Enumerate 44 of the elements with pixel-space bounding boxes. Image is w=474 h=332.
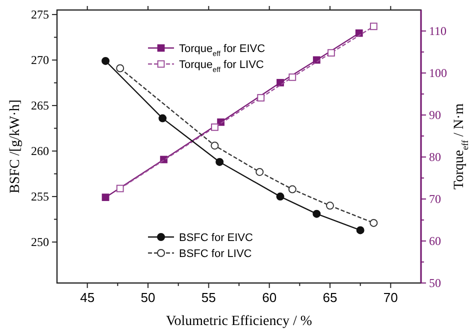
point <box>158 114 167 122</box>
point <box>116 184 124 192</box>
legend-label: BSFC for EIVC <box>179 232 254 244</box>
point <box>276 192 284 201</box>
x-tick-label: 60 <box>262 290 277 305</box>
x-axis-title: Volumetric Efficiency / % <box>166 314 312 329</box>
point <box>326 202 334 210</box>
x-tick-label: 70 <box>383 290 398 305</box>
y2-tick-label: 70 <box>429 192 441 206</box>
x-tick-label: 50 <box>140 290 156 305</box>
y-tick-label: 270 <box>31 53 49 68</box>
point <box>288 74 296 81</box>
x-tick-label: 65 <box>322 290 338 305</box>
point <box>256 168 264 176</box>
y-axis-title: BSFC /[g/kW·h] <box>8 100 23 194</box>
y-tick-label: 255 <box>31 190 49 204</box>
point <box>116 64 124 72</box>
point <box>356 226 364 234</box>
y2-tick-label: 50 <box>429 276 441 290</box>
point <box>288 185 296 194</box>
legend-label: BSFC for LIVC <box>179 248 252 260</box>
legend-label: Torque$_{eff}$ for LIVC <box>179 59 264 74</box>
y-tick-label: 250 <box>31 235 49 250</box>
y2-tick-label: 90 <box>429 108 441 122</box>
point <box>210 142 219 150</box>
point <box>211 123 218 131</box>
point <box>102 56 110 65</box>
y-tick-label: 275 <box>31 8 49 22</box>
x-tick-label: 55 <box>201 290 216 305</box>
point <box>102 194 110 202</box>
point <box>216 158 224 166</box>
y2-tick-label: 100 <box>429 66 447 80</box>
legend-label: Torque$_{eff}$ for EIVC <box>179 43 266 58</box>
point <box>328 49 335 57</box>
point <box>370 218 378 227</box>
point <box>257 94 265 102</box>
y-tick-label: 260 <box>31 144 49 158</box>
y-tick-label: 265 <box>31 98 49 113</box>
point <box>370 22 378 30</box>
y2-tick-label: 110 <box>429 24 447 38</box>
y2-tick-label: 80 <box>429 150 441 164</box>
x-tick-label: 45 <box>80 290 95 305</box>
point <box>312 210 321 218</box>
y2-tick-label: 60 <box>429 234 441 248</box>
